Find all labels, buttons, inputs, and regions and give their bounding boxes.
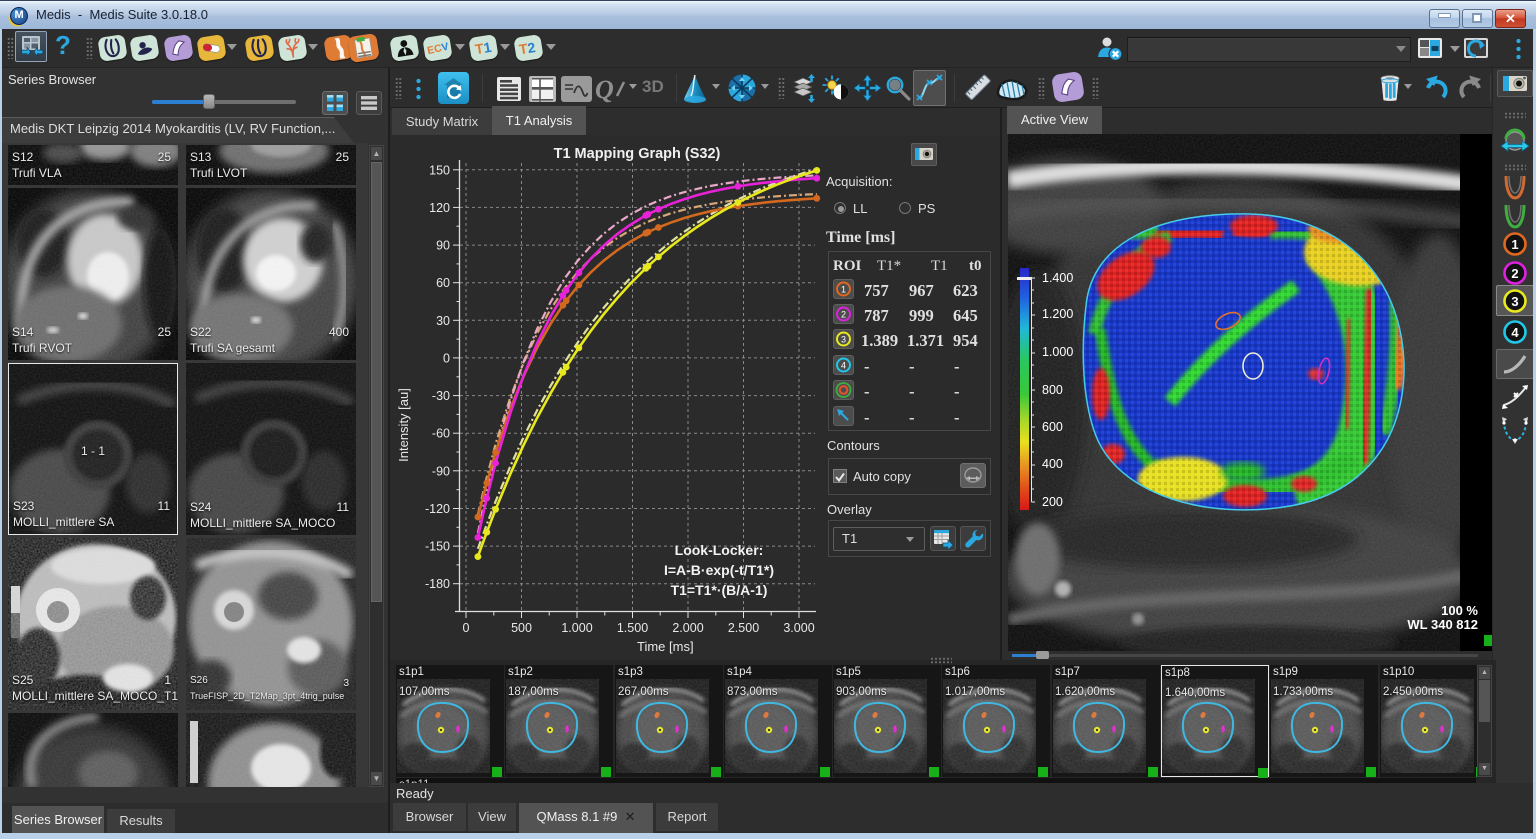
svg-text:90: 90 <box>436 239 450 253</box>
svg-text:T1=T1*·(B/A-1): T1=T1*·(B/A-1) <box>671 582 768 598</box>
svg-text:-60: -60 <box>432 427 450 441</box>
svg-text:1.000: 1.000 <box>1042 345 1073 359</box>
svg-text:120: 120 <box>429 201 450 215</box>
svg-text:I=A-B·exp(-t/T1*): I=A-B·exp(-t/T1*) <box>664 562 774 578</box>
svg-text:-90: -90 <box>432 464 450 478</box>
svg-text:ECV: ECV <box>426 41 450 58</box>
svg-text:T1 Mapping Graph (S32): T1 Mapping Graph (S32) <box>554 146 721 162</box>
svg-text:400: 400 <box>1042 457 1063 471</box>
svg-text:2.500: 2.500 <box>728 621 759 635</box>
svg-text:500: 500 <box>511 621 532 635</box>
svg-text:60: 60 <box>436 276 450 290</box>
svg-text:2: 2 <box>1511 266 1518 281</box>
svg-text:0: 0 <box>443 351 450 365</box>
svg-text:Look-Locker:: Look-Locker: <box>675 542 764 558</box>
svg-text:200: 200 <box>1042 495 1063 509</box>
svg-text:1.500: 1.500 <box>617 621 648 635</box>
svg-text:1.200: 1.200 <box>1042 307 1073 321</box>
svg-text:30: 30 <box>436 314 450 328</box>
svg-text:Time [ms]: Time [ms] <box>637 639 694 654</box>
svg-text:T1: T1 <box>474 39 493 57</box>
svg-text:4: 4 <box>841 361 846 371</box>
svg-text:3: 3 <box>841 335 846 345</box>
svg-text:Q: Q <box>595 75 614 104</box>
svg-text:1.000: 1.000 <box>561 621 592 635</box>
svg-text:1: 1 <box>841 285 846 295</box>
svg-text:1: 1 <box>1511 237 1518 252</box>
svg-text:600: 600 <box>1042 420 1063 434</box>
svg-text:1.400: 1.400 <box>1042 271 1073 285</box>
svg-text:-30: -30 <box>432 389 450 403</box>
svg-text:150: 150 <box>429 163 450 177</box>
svg-text:800: 800 <box>1042 383 1063 397</box>
svg-text:3.000: 3.000 <box>783 621 814 635</box>
svg-text:Intensity [au]: Intensity [au] <box>396 388 411 462</box>
svg-text:-180: -180 <box>425 577 450 591</box>
svg-text:-120: -120 <box>425 502 450 516</box>
svg-text:0: 0 <box>463 621 470 635</box>
svg-text:100 %: 100 % <box>1441 603 1478 618</box>
svg-text:T2: T2 <box>518 39 537 57</box>
svg-text:2.000: 2.000 <box>672 621 703 635</box>
svg-text:2: 2 <box>841 310 846 320</box>
svg-text:-150: -150 <box>425 540 450 554</box>
svg-text:3: 3 <box>1511 294 1518 309</box>
svg-text:4: 4 <box>1511 325 1519 340</box>
svg-text:WL 340 812: WL 340 812 <box>1407 617 1478 632</box>
